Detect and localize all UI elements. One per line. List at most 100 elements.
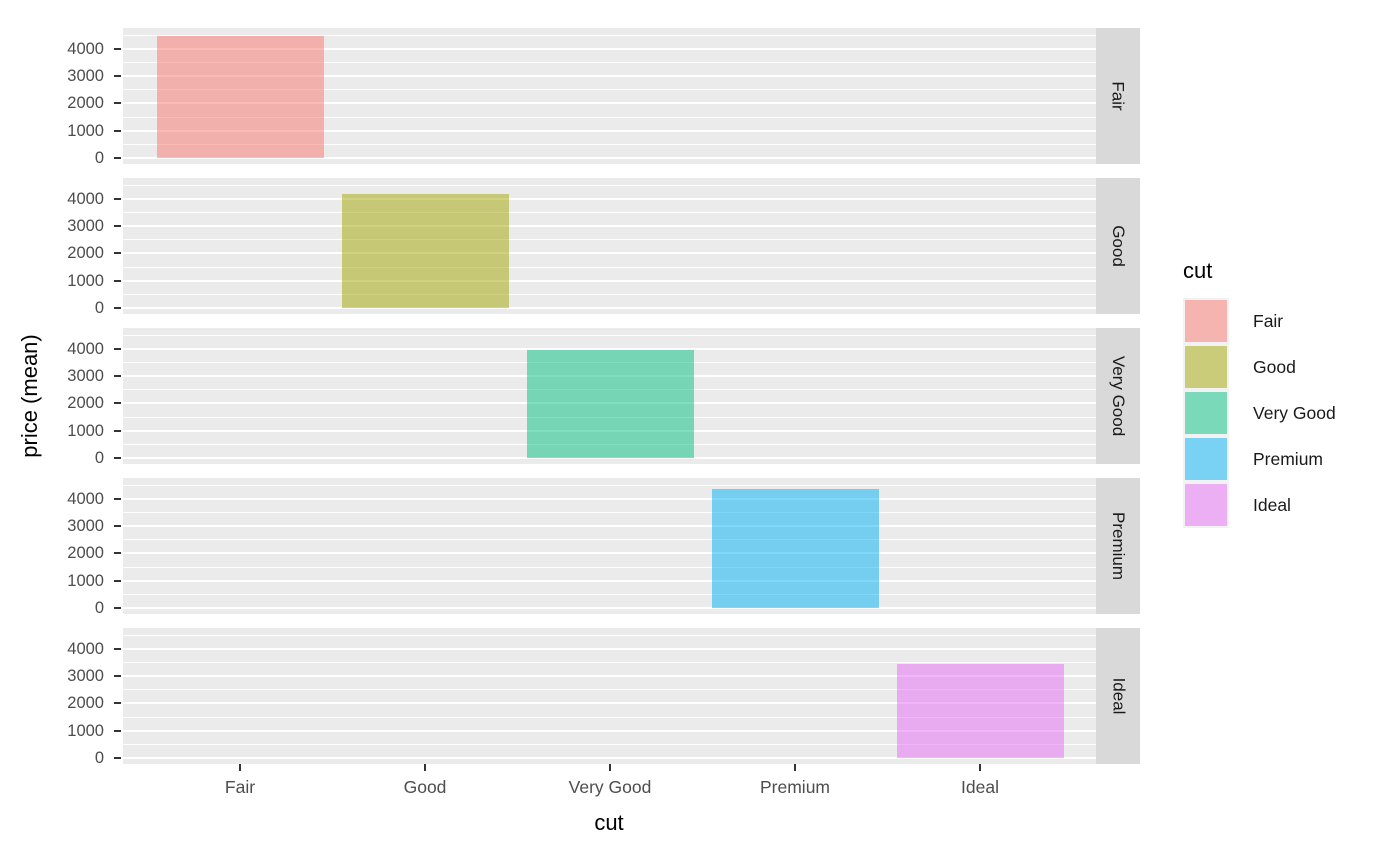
y-tick-label: 4000 [67,339,104,358]
gridline-minor [123,716,1096,718]
y-tick-mark [114,402,121,405]
y-tick-label: 1000 [67,721,104,740]
gridline-minor [123,484,1096,486]
y-tick-mark [114,675,121,678]
y-tick-mark [114,647,121,650]
y-tick-label: 4000 [67,39,104,58]
legend-title: cut [1183,258,1213,283]
gridline-major [123,225,1096,228]
y-tick-label: 0 [94,599,104,617]
gridline-major [123,47,1096,50]
legend-swatch [1185,300,1227,342]
y-tick-label: 3000 [67,667,104,686]
y-tick-mark [114,429,121,432]
y-tick-label: 1000 [67,271,104,290]
gridline-minor [123,89,1096,91]
gridline-minor [123,143,1096,145]
legend-item: Good [1183,344,1336,390]
gridline-minor [123,689,1096,691]
y-tick-mark [114,757,121,759]
y-tick-label: 3000 [67,67,104,86]
facet-strip-label: Very Good [1109,355,1129,437]
gridline-major [123,702,1096,705]
panel-premium [123,478,1096,614]
y-tick-label: 2000 [67,244,104,263]
legend-key [1183,482,1229,528]
y-tick-mark [114,375,121,378]
y-tick-label: 0 [94,149,104,167]
y-tick-mark [114,607,121,609]
legend-swatch [1185,484,1227,526]
bar-good [341,194,509,308]
gridline-minor [123,211,1096,213]
facet-strip-label: Fair [1109,81,1128,111]
y-tick-mark [114,457,121,459]
gridline-minor [123,593,1096,595]
legend-key [1183,390,1229,436]
facet-strip-label: Premium [1109,511,1129,581]
y-tick-label: 4000 [67,489,104,508]
legend-label: Ideal [1253,494,1291,515]
panel-very-good [123,328,1096,464]
y-tick-label: 3000 [67,367,104,386]
legend-swatch [1185,438,1227,480]
gridline-major [123,347,1096,350]
y-tick-mark [114,702,121,705]
y-tick-label: 0 [94,749,104,767]
x-tick-label: Premium [759,777,831,797]
y-tick-label: 0 [94,299,104,317]
gridline-minor [123,334,1096,336]
y-tick-label: 2000 [67,94,104,113]
legend-item: Premium [1183,436,1336,482]
panel-ideal [123,628,1096,764]
gridline-major [123,129,1096,132]
y-tick-mark [114,157,121,159]
panel-fair [123,28,1096,164]
y-tick-mark [114,279,121,282]
bar-fair [156,35,324,158]
gridline-minor [123,661,1096,663]
y-tick-mark [114,197,121,200]
facet-strip: Good [1096,178,1140,314]
legend-label: Premium [1253,448,1324,469]
gridline-major [123,457,1096,459]
facet-strip: Fair [1096,28,1140,164]
y-tick-mark [114,75,121,78]
gridline-major [123,75,1096,78]
y-tick-label: 2000 [67,394,104,413]
y-tick-label: 3000 [67,517,104,536]
gridline-major [123,552,1096,555]
gridline-minor [123,511,1096,513]
gridline-minor [123,293,1096,295]
panel-good [123,178,1096,314]
gridline-minor [123,61,1096,63]
x-tick-label: Good [403,777,447,797]
y-tick-label: 2000 [67,694,104,713]
legend-items: Fair Good Very Good Premium Ideal [1183,298,1336,528]
gridline-major [123,102,1096,105]
y-tick-mark [114,307,121,309]
x-tick-mark [239,764,241,771]
y-tick-mark [114,252,121,255]
y-tick-mark [114,497,121,500]
gridline-major [123,197,1096,200]
x-tick-label: Ideal [961,777,999,797]
facet-row: 0 1000 2000 3000 4000 Premium [0,478,1400,617]
facet-strip-label: Good [1109,225,1128,267]
gridline-minor [123,184,1096,186]
gridline-major [123,579,1096,582]
gridline-major [123,525,1096,528]
bar-very-good [526,349,694,458]
gridline-major [123,729,1096,732]
y-tick-label: 1000 [67,571,104,590]
y-tick-mark [114,347,121,350]
x-tick-mark [424,764,426,771]
facet-row: 0 1000 2000 3000 4000 Fair [0,28,1400,167]
y-tick-label: 2000 [67,544,104,563]
gridline-major [123,675,1096,678]
y-tick-label: 3000 [67,217,104,236]
gridline-major [123,607,1096,609]
gridline-major [123,252,1096,255]
legend: cut Fair Good Very Good Premium Ideal [1183,258,1336,528]
legend-label: Good [1253,356,1296,377]
